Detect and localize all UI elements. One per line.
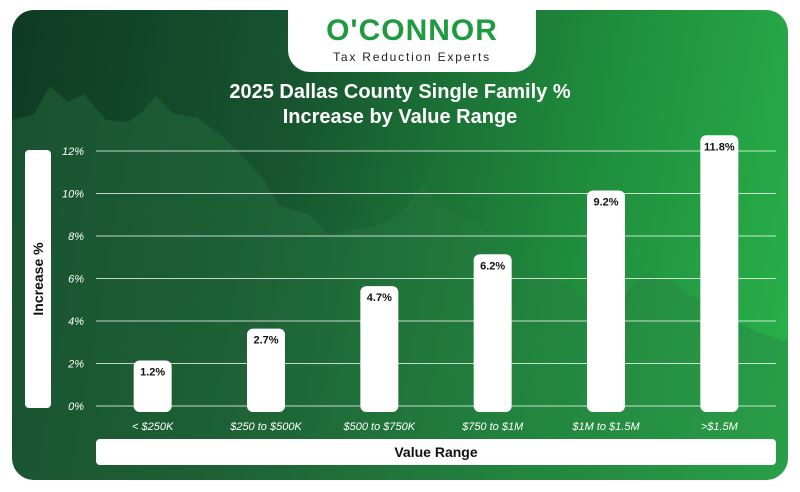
bar-value-label: 4.7%	[367, 292, 392, 304]
bar	[360, 286, 399, 412]
bar	[247, 328, 285, 412]
y-tick-label: 2%	[67, 359, 84, 371]
bar	[133, 360, 172, 412]
brand-logo: O'CONNOR	[326, 14, 498, 47]
bars: 1.2% 2.7% 4.7% 6.2% 9.2% 11.8%	[133, 135, 739, 412]
chart-title-line-1: 2025 Dallas County Single Family %	[229, 81, 571, 103]
x-axis-label: Value Range	[394, 444, 478, 460]
bar	[587, 190, 625, 412]
x-category-label: $1M to $1.5M	[571, 421, 640, 433]
x-category-label: < $250K	[132, 421, 174, 433]
bar	[700, 135, 739, 412]
x-axis-label-box: Value Range	[96, 439, 776, 465]
x-axis-categories: < $250K $250 to $500K $500 to $750K $750 to…	[132, 421, 739, 433]
y-tick-label: 6%	[68, 274, 84, 286]
chart-title: 2025 Dallas County Single Family % Incre…	[200, 80, 600, 130]
bar	[473, 254, 512, 412]
y-axis-label-box: Increase %	[25, 150, 51, 408]
bar-value-label: 6.2%	[480, 260, 505, 272]
y-tick-label: 4%	[68, 316, 84, 328]
chart-title-line-2: Increase by Value Range	[282, 106, 518, 128]
y-tick-label: 0%	[68, 401, 84, 413]
bar-value-label: 1.2%	[140, 367, 165, 379]
y-tick-label: 8%	[68, 231, 84, 243]
x-category-label: $250 to $500K	[229, 421, 302, 433]
bar-value-label: 9.2%	[593, 197, 618, 209]
y-tick-label: 10%	[62, 189, 84, 201]
y-tick-label: 12%	[62, 146, 84, 158]
x-category-label: $500 to $750K	[343, 421, 416, 433]
gridlines	[96, 150, 776, 407]
bar-value-label: 11.8%	[704, 141, 735, 153]
bar-value-label: 2.7%	[253, 335, 278, 347]
x-category-label: $750 to $1M	[461, 421, 524, 433]
logo-tab: O'CONNOR Tax Reduction Experts	[288, 10, 536, 72]
x-category-label: >$1.5M	[701, 421, 739, 433]
brand-tagline: Tax Reduction Experts	[333, 50, 491, 64]
y-axis-ticks: 0% 2% 4% 6% 8% 10% 12%	[62, 146, 84, 413]
